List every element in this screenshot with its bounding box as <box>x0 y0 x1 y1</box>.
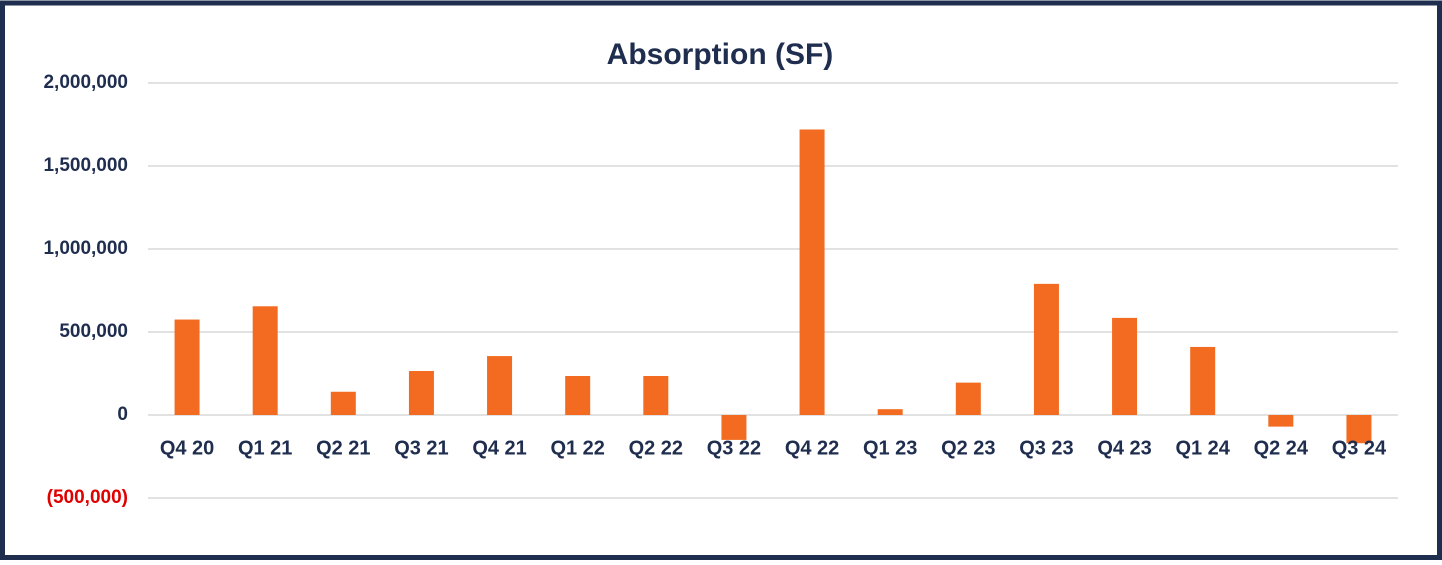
bar <box>252 306 278 415</box>
bar <box>408 371 434 415</box>
x-tick-label: Q2 23 <box>941 437 995 459</box>
bar <box>877 409 903 415</box>
bar <box>1190 346 1216 415</box>
x-tick-label: Q3 24 <box>1332 437 1387 459</box>
y-tick-label: 500,000 <box>59 321 128 342</box>
bar <box>1346 415 1372 444</box>
bar <box>643 375 669 415</box>
x-tick-label: Q3 23 <box>1019 437 1073 459</box>
bar <box>799 129 825 416</box>
x-tick-label: Q1 24 <box>1175 437 1230 459</box>
bar <box>174 319 200 415</box>
y-tick-label: (500,000) <box>47 487 128 508</box>
x-tick-label: Q3 21 <box>394 437 448 459</box>
bar <box>1268 415 1294 427</box>
y-tick-label: 1,500,000 <box>43 155 128 176</box>
y-tick-label: 1,000,000 <box>43 238 128 259</box>
bar <box>1112 317 1138 415</box>
y-tick-label: 0 <box>117 404 128 425</box>
x-tick-label: Q3 22 <box>707 437 761 459</box>
y-tick-label: 2,000,000 <box>43 72 128 93</box>
x-tick-label: Q1 23 <box>863 437 917 459</box>
x-tick-label: Q4 21 <box>472 437 526 459</box>
x-tick-label: Q2 22 <box>629 437 683 459</box>
bar <box>955 382 981 415</box>
bar <box>721 415 747 440</box>
bar <box>487 356 513 415</box>
x-tick-label: Q1 21 <box>238 437 292 459</box>
bar <box>330 391 356 415</box>
chart-title: Absorption (SF) <box>607 38 834 71</box>
x-tick-label: Q4 22 <box>785 437 839 459</box>
x-tick-label: Q2 21 <box>316 437 370 459</box>
x-tick-label: Q4 20 <box>160 437 214 459</box>
x-tick-label: Q4 23 <box>1097 437 1151 459</box>
bar <box>565 375 591 415</box>
x-tick-label: Q1 22 <box>550 437 604 459</box>
bar <box>1033 283 1059 415</box>
x-tick-label: Q2 24 <box>1254 437 1309 459</box>
